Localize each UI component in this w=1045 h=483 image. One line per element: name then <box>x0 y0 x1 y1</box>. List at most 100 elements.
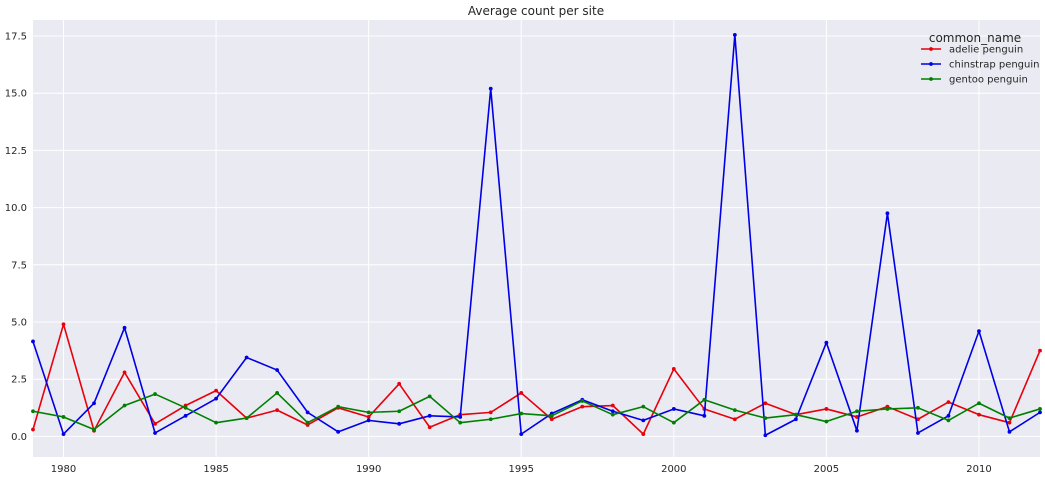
data-point-gentoo-penguin <box>580 399 585 403</box>
data-point-gentoo-penguin <box>824 419 829 424</box>
data-point-adelie-penguin <box>275 408 280 412</box>
legend-label: adelie penguin <box>949 45 1023 56</box>
data-point-gentoo-penguin <box>1038 407 1042 411</box>
chart-title: Average count per site <box>468 4 604 18</box>
legend-item-gentoo-penguin: gentoo penguin <box>921 75 1028 86</box>
y-tick-label: 17.5 <box>5 32 27 43</box>
x-tick-label: 1985 <box>203 464 228 475</box>
x-tick-label: 2005 <box>814 464 839 475</box>
x-tick-label: 2010 <box>966 464 991 475</box>
data-point-chinstrap-penguin <box>885 211 890 216</box>
series-line-chinstrap-penguin <box>32 34 1041 437</box>
data-point-chinstrap-penguin <box>214 396 218 401</box>
data-point-chinstrap-penguin <box>366 418 371 423</box>
legend-label: gentoo penguin <box>949 75 1028 86</box>
series-gentoo-penguin <box>31 391 1042 432</box>
data-point-chinstrap-penguin <box>732 32 737 37</box>
data-point-chinstrap-penguin <box>1038 410 1042 415</box>
x-tick-label: 1990 <box>356 464 381 475</box>
data-point-adelie-penguin <box>488 410 493 415</box>
series-lines <box>31 32 1042 438</box>
data-point-gentoo-penguin <box>610 412 615 417</box>
data-point-chinstrap-penguin <box>397 421 402 426</box>
y-tick-label: 15.0 <box>5 89 27 100</box>
data-point-chinstrap-penguin <box>122 325 127 330</box>
series-line-gentoo-penguin <box>32 392 1041 431</box>
data-point-gentoo-penguin <box>641 404 646 409</box>
data-point-gentoo-penguin <box>122 403 127 408</box>
legend-marker <box>929 62 933 66</box>
data-point-adelie-penguin <box>946 400 951 404</box>
data-point-adelie-penguin <box>61 322 66 327</box>
data-point-gentoo-penguin <box>763 416 768 420</box>
data-point-gentoo-penguin <box>977 401 981 406</box>
x-tick-label: 1995 <box>509 464 534 475</box>
data-point-adelie-penguin <box>519 391 524 395</box>
data-point-chinstrap-penguin <box>153 431 157 435</box>
data-point-chinstrap-penguin <box>1007 429 1012 434</box>
data-point-gentoo-penguin <box>885 407 890 411</box>
legend-item-adelie-penguin: adelie penguin <box>921 45 1023 56</box>
data-point-adelie-penguin <box>153 421 157 426</box>
legend-marker <box>929 47 933 51</box>
y-axis-ticks: 0.0 2.5 5.0 7.5 10.0 12.5 15.0 17.5 <box>5 32 27 443</box>
data-point-gentoo-penguin <box>855 409 859 414</box>
legend: common_name adelie penguin chinstrap peng… <box>921 31 1040 86</box>
data-point-gentoo-penguin <box>397 409 402 414</box>
data-point-adelie-penguin <box>31 427 35 432</box>
data-point-gentoo-penguin <box>702 397 707 402</box>
data-point-chinstrap-penguin <box>336 429 341 434</box>
plot-area <box>33 20 1040 457</box>
data-point-chinstrap-penguin <box>92 401 96 406</box>
data-point-chinstrap-penguin <box>641 418 646 423</box>
data-point-adelie-penguin <box>122 370 127 375</box>
data-point-chinstrap-penguin <box>275 368 280 372</box>
data-point-chinstrap-penguin <box>763 433 768 438</box>
data-point-chinstrap-penguin <box>824 340 829 345</box>
data-point-chinstrap-penguin <box>458 415 463 419</box>
data-point-chinstrap-penguin <box>977 329 981 334</box>
data-point-gentoo-penguin <box>183 405 188 410</box>
y-tick-label: 5.0 <box>11 318 27 329</box>
data-point-gentoo-penguin <box>336 404 341 409</box>
x-tick-label: 2000 <box>661 464 686 475</box>
data-point-gentoo-penguin <box>732 408 737 412</box>
data-point-gentoo-penguin <box>214 420 218 425</box>
data-point-chinstrap-penguin <box>610 409 615 414</box>
data-point-adelie-penguin <box>732 417 737 422</box>
data-point-adelie-penguin <box>397 381 402 386</box>
data-point-gentoo-penguin <box>458 420 463 425</box>
data-point-chinstrap-penguin <box>61 432 66 437</box>
series-line-adelie-penguin <box>32 323 1041 435</box>
data-point-adelie-penguin <box>580 404 585 409</box>
data-point-chinstrap-penguin <box>793 417 798 422</box>
data-point-adelie-penguin <box>610 403 615 408</box>
y-tick-label: 2.5 <box>11 375 27 386</box>
data-point-adelie-penguin <box>366 415 371 419</box>
data-point-adelie-penguin <box>549 417 554 422</box>
x-tick-label: 1980 <box>51 464 76 475</box>
series-adelie-penguin <box>31 322 1042 437</box>
data-point-adelie-penguin <box>214 388 218 393</box>
data-point-adelie-penguin <box>916 417 920 422</box>
data-point-gentoo-penguin <box>305 420 310 425</box>
data-point-gentoo-penguin <box>153 392 157 396</box>
data-point-adelie-penguin <box>641 432 646 437</box>
data-point-adelie-penguin <box>855 415 859 419</box>
data-point-adelie-penguin <box>427 425 432 430</box>
data-point-chinstrap-penguin <box>427 413 432 418</box>
y-tick-label: 12.5 <box>5 146 27 157</box>
data-point-gentoo-penguin <box>916 405 920 410</box>
data-point-adelie-penguin <box>671 367 676 371</box>
data-point-gentoo-penguin <box>427 394 432 399</box>
data-point-gentoo-penguin <box>793 412 798 417</box>
y-tick-label: 10.0 <box>5 203 27 214</box>
data-point-chinstrap-penguin <box>916 431 920 435</box>
data-point-chinstrap-penguin <box>244 355 249 360</box>
data-point-gentoo-penguin <box>61 415 66 419</box>
legend-item-chinstrap-penguin: chinstrap penguin <box>921 60 1040 71</box>
data-point-adelie-penguin <box>824 407 829 411</box>
data-point-gentoo-penguin <box>92 427 96 432</box>
data-point-gentoo-penguin <box>1007 416 1012 420</box>
